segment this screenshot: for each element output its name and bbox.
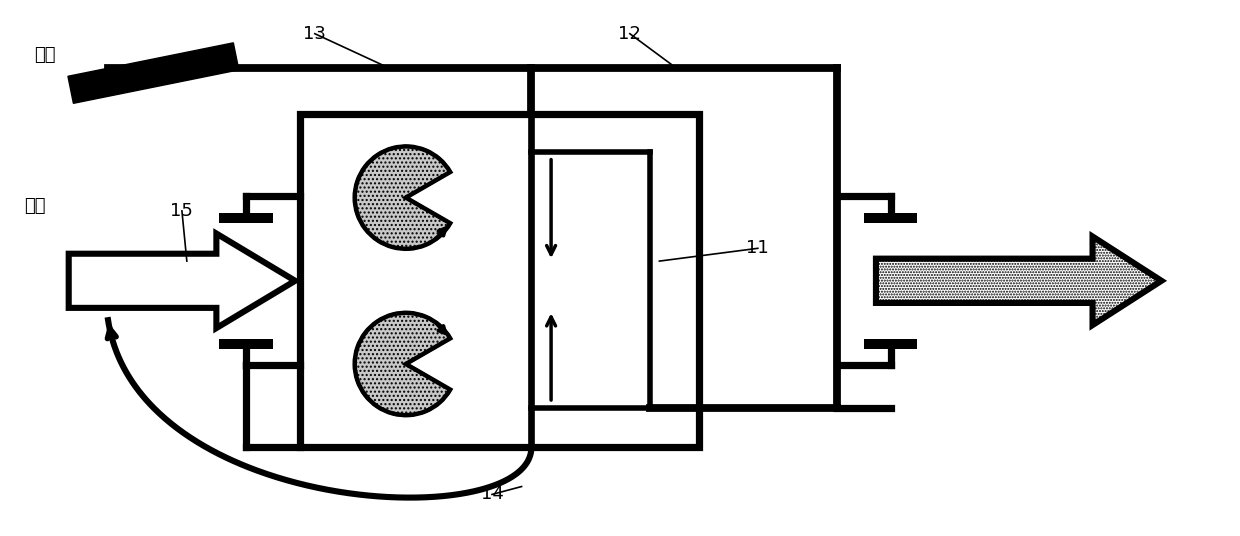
- Bar: [300, 114, 699, 447]
- Text: 15: 15: [170, 202, 193, 220]
- Text: 13: 13: [304, 25, 326, 43]
- Text: 12: 12: [619, 25, 641, 43]
- Text: 11: 11: [746, 239, 769, 257]
- Circle shape: [355, 146, 458, 249]
- Circle shape: [355, 313, 458, 415]
- Text: 14: 14: [481, 486, 503, 503]
- Polygon shape: [68, 43, 239, 103]
- Text: 空气: 空气: [25, 197, 46, 215]
- Wedge shape: [355, 146, 450, 249]
- Text: 氢气: 氢气: [35, 46, 56, 64]
- Polygon shape: [875, 236, 1162, 325]
- Polygon shape: [68, 234, 295, 328]
- Wedge shape: [355, 313, 450, 415]
